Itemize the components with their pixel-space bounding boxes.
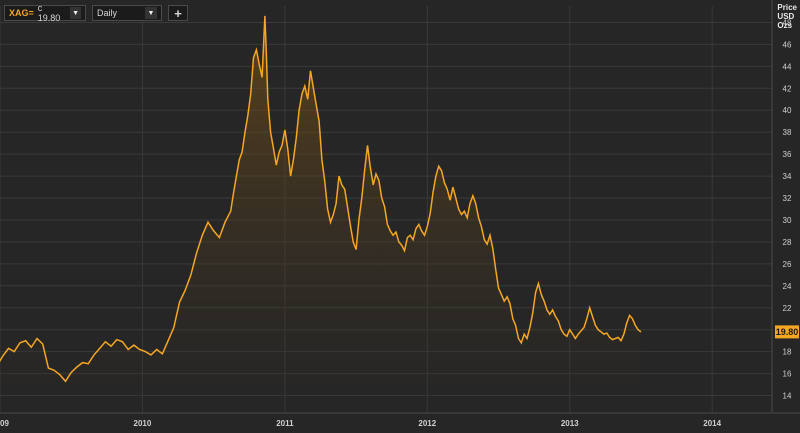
x-tick-label: 2010	[134, 419, 152, 428]
chevron-down-icon[interactable]: ▼	[70, 7, 81, 19]
y-tick-label: 26	[783, 260, 792, 269]
y-axis: 141618202224262830323436384042444648	[783, 18, 792, 400]
symbol-label: XAG=	[9, 8, 34, 18]
y-tick-label: 36	[783, 150, 792, 159]
x-tick-label: 2013	[561, 419, 579, 428]
x-tick-label: 2014	[703, 419, 721, 428]
chart-toolbar: XAG= c 19.80 ▼ Daily ▼ +	[4, 3, 188, 23]
axis-title-line: Ozs	[777, 21, 793, 30]
add-study-button[interactable]: +	[168, 5, 188, 21]
y-tick-label: 34	[783, 172, 792, 181]
y-tick-label: 18	[783, 348, 792, 357]
last-price-badge: 19.80	[775, 325, 799, 339]
x-tick-label: 2012	[418, 419, 436, 428]
price-area-fill	[0, 15, 641, 412]
x-tick-label: 2009	[0, 419, 9, 428]
y-tick-label: 40	[783, 106, 792, 115]
y-tick-label: 32	[783, 194, 792, 203]
symbol-selector[interactable]: XAG= c 19.80 ▼	[4, 3, 86, 23]
y-tick-label: 14	[783, 392, 792, 401]
quote-label: c 19.80	[37, 3, 61, 23]
y-tick-label: 22	[783, 304, 792, 313]
interval-label: Daily	[97, 8, 118, 18]
y-tick-label: 44	[783, 62, 792, 71]
interval-selector[interactable]: Daily ▼	[92, 5, 162, 21]
axis-title-line: Price	[777, 3, 797, 12]
y-tick-label: 30	[783, 216, 792, 225]
price-line-series[interactable]	[0, 15, 642, 383]
last-price-label: 19.80	[776, 327, 799, 337]
x-tick-label: 2011	[276, 419, 294, 428]
y-tick-label: 48	[783, 18, 792, 27]
y-tick-label: 38	[783, 128, 792, 137]
axis-title-line: USD	[777, 12, 795, 21]
y-tick-label: 42	[783, 84, 792, 93]
x-axis: 2009 2010 2011 2012 2013 2014	[0, 412, 800, 428]
chevron-down-icon[interactable]: ▼	[145, 7, 157, 19]
y-tick-label: 28	[783, 238, 792, 247]
y-axis-title: Price USD Ozs	[777, 3, 797, 30]
y-tick-label: 24	[783, 282, 792, 291]
y-tick-label: 46	[783, 40, 792, 49]
y-tick-label: 16	[783, 370, 792, 379]
